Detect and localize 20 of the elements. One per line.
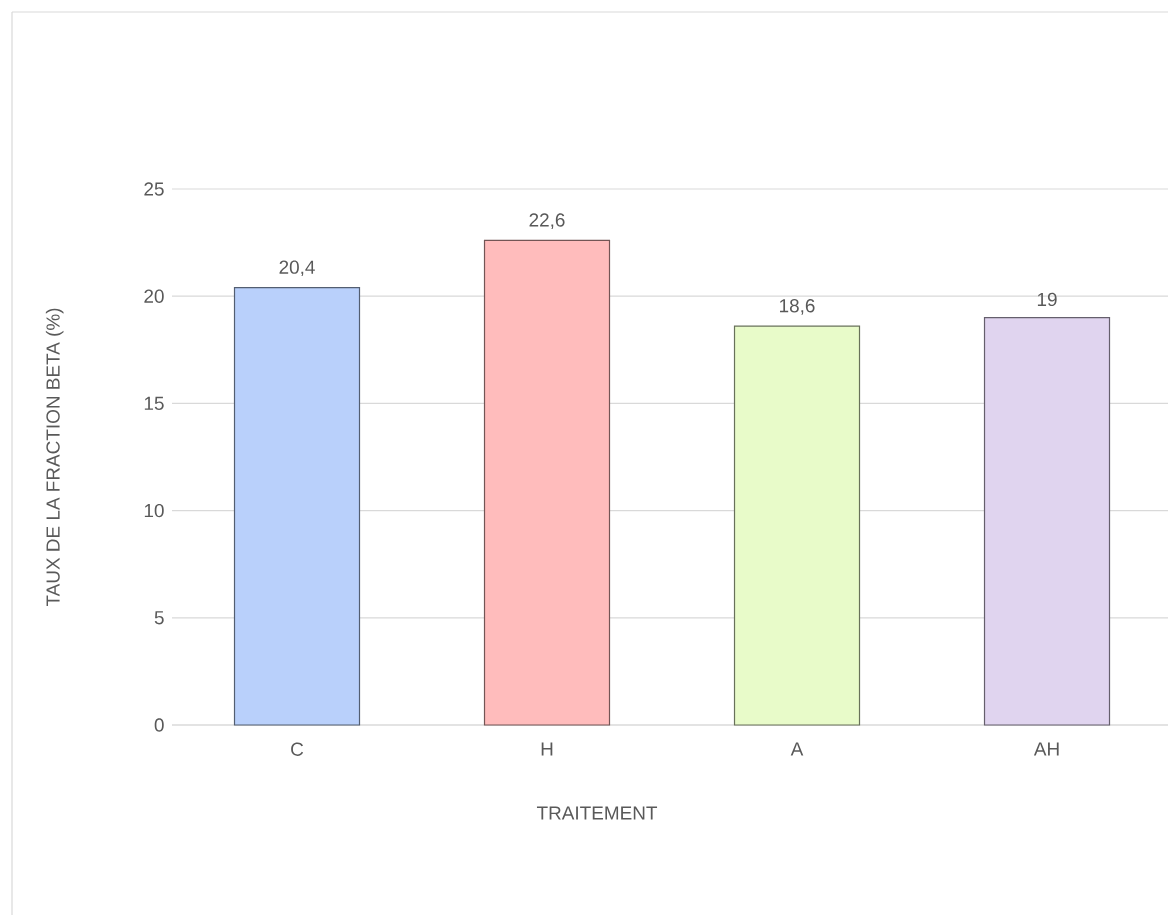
y-tick-label: 10 xyxy=(144,503,164,518)
x-tick-label: AH xyxy=(1033,742,1059,756)
bar xyxy=(733,325,861,726)
y-tick-label: 5 xyxy=(154,611,164,625)
y-tick-label: 25 xyxy=(144,182,164,196)
y-axis-title: TAUX DE LA FRACTION BETA (%) xyxy=(45,308,64,607)
x-axis-title: TRAITEMENT xyxy=(536,806,658,820)
x-tick-label: C xyxy=(291,742,304,756)
x-tick-label: A xyxy=(790,742,804,756)
data-label: 18,6 xyxy=(780,299,815,315)
x-tick-label: H xyxy=(541,742,553,756)
data-label: 19 xyxy=(1037,292,1057,307)
bar xyxy=(483,239,611,726)
bar xyxy=(983,317,1111,726)
y-tick-label: 20 xyxy=(144,289,164,303)
data-label: 20,4 xyxy=(279,260,315,277)
y-tick-label: 15 xyxy=(144,396,164,410)
bar xyxy=(233,287,361,726)
data-label: 22,6 xyxy=(529,213,565,229)
y-tick-label: 0 xyxy=(154,718,164,732)
